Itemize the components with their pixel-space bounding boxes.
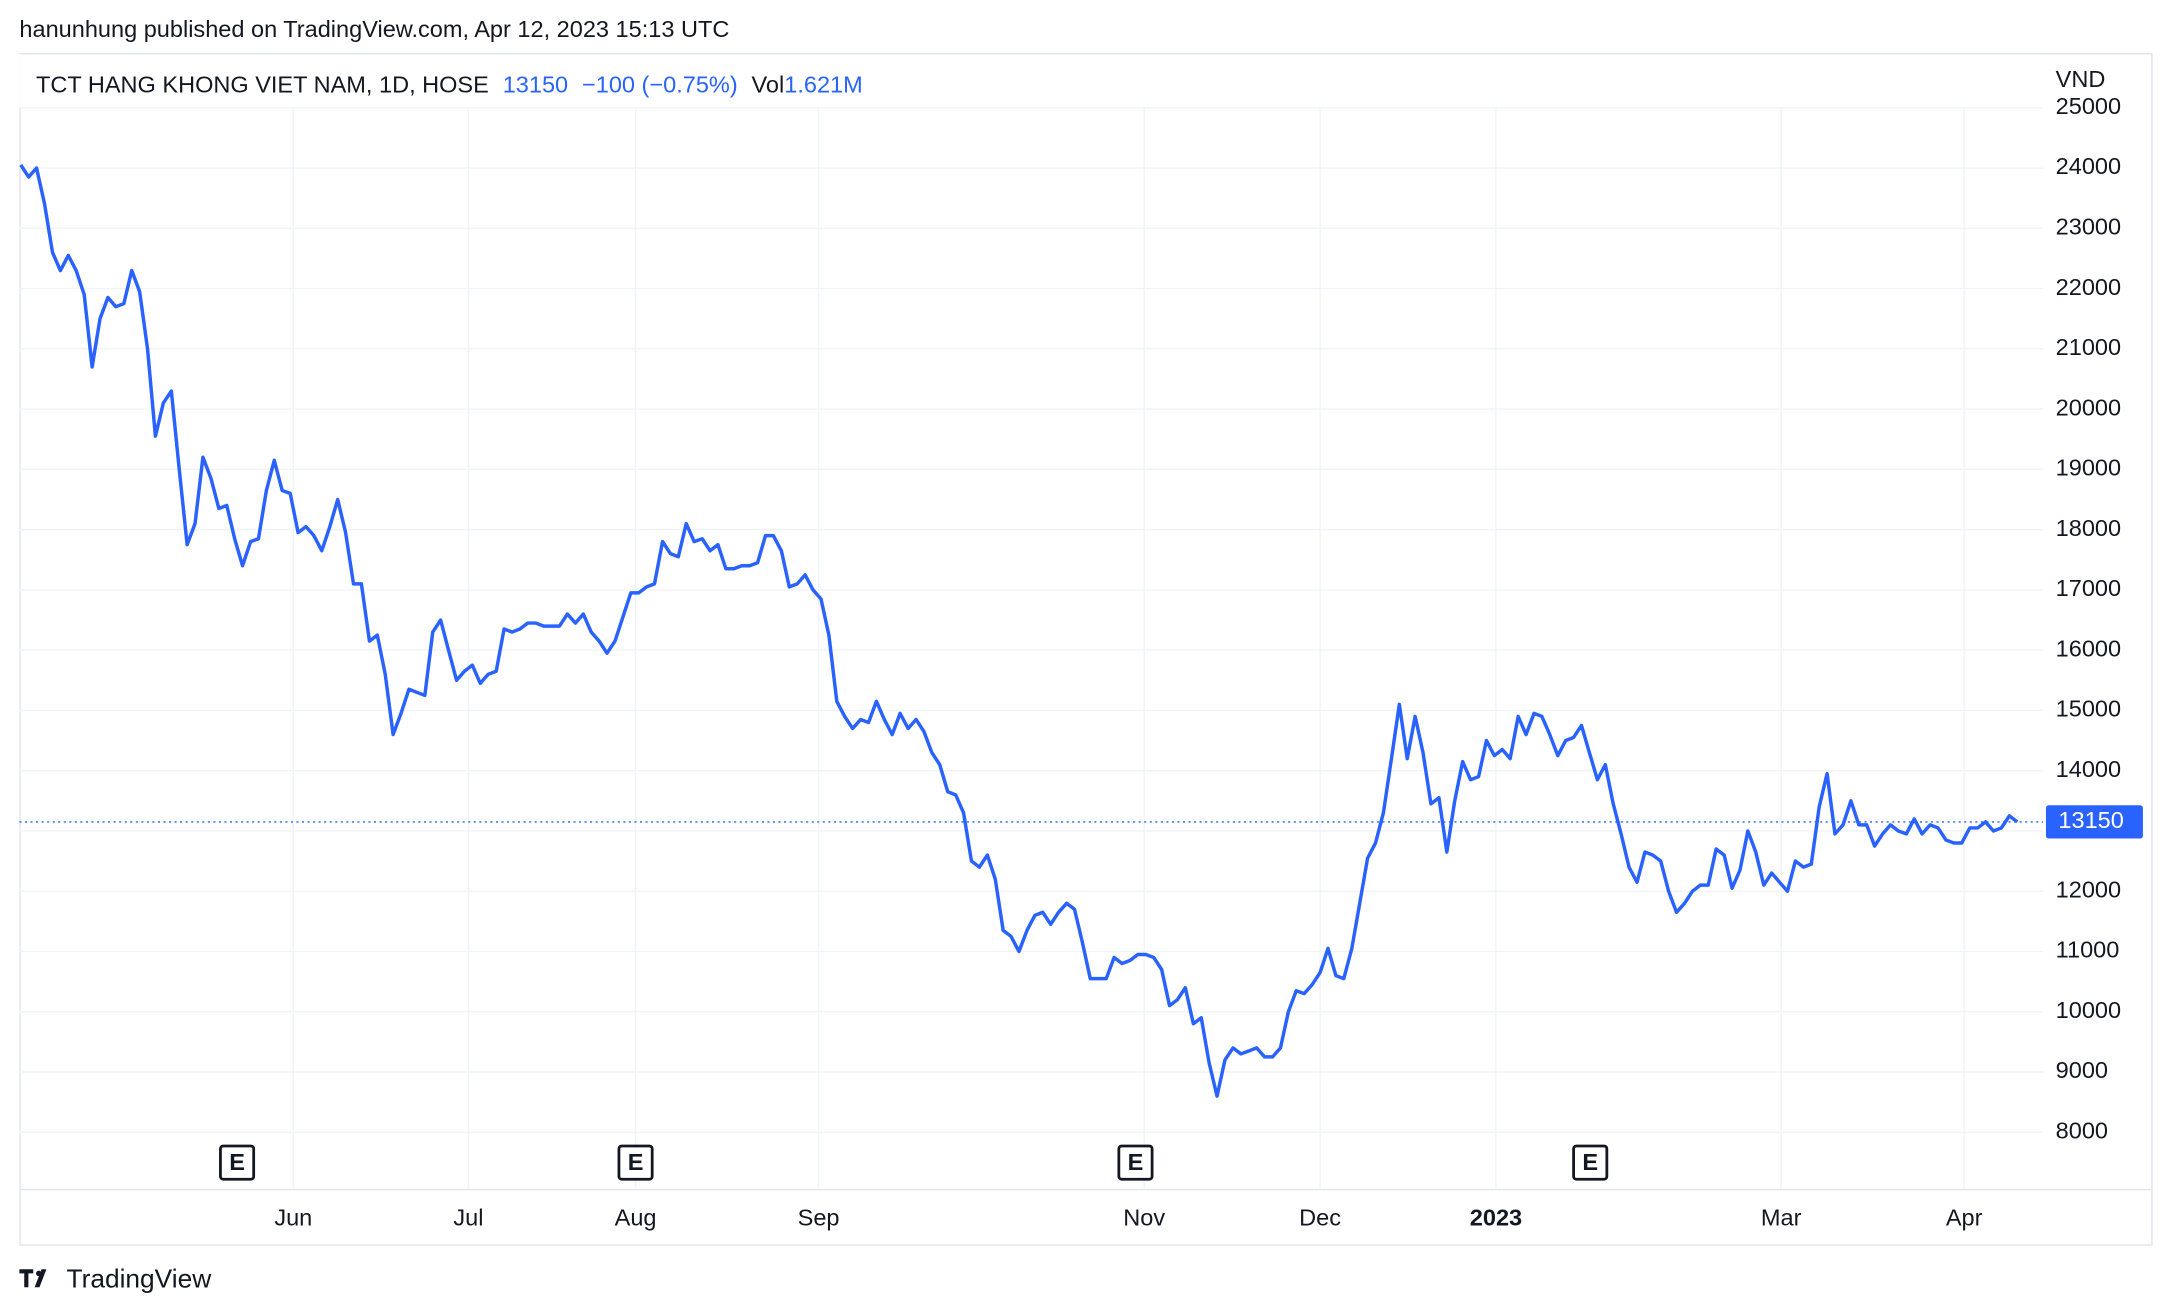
y-tick-label: 19000 <box>2056 455 2121 481</box>
y-tick-label: 24000 <box>2056 153 2121 179</box>
logo-icon <box>19 1269 47 1288</box>
x-tick-label: Mar <box>1761 1205 1802 1231</box>
price-line <box>19 164 2019 1098</box>
x-tick-label: Sep <box>798 1205 840 1231</box>
y-tick-label: 14000 <box>2056 756 2121 782</box>
x-tick-label: Aug <box>615 1205 657 1231</box>
earnings-box <box>617 1144 654 1181</box>
earnings-box <box>1572 1144 1609 1181</box>
x-tick-label: Nov <box>1123 1205 1165 1231</box>
logo-dot <box>36 1270 42 1277</box>
plot: 13150 E E E E <box>19 164 2143 1181</box>
x-tick-label: 2023 <box>1470 1205 1522 1231</box>
last: 13150 <box>503 72 568 98</box>
change: −100 (−0.75%) <box>582 72 738 98</box>
x-tick-label: Apr <box>1946 1205 1983 1231</box>
y-tick-label: 25000 <box>2056 93 2121 119</box>
vol-label: Vol <box>752 72 785 98</box>
last-price-label: 13150 <box>2058 807 2123 833</box>
earnings-box <box>219 1144 256 1181</box>
logo: TradingView <box>19 1263 212 1293</box>
frame <box>19 53 2153 1246</box>
symbol: TCT HANG KHONG VIET NAM, 1D, HOSE 13150 −1… <box>36 72 863 98</box>
volume: 1.621M <box>784 72 863 98</box>
earnings-label: E <box>1128 1149 1144 1175</box>
y-tick-label: 17000 <box>2056 575 2121 601</box>
currency: VND <box>2056 66 2106 92</box>
y-tick-label: 21000 <box>2056 334 2121 360</box>
y-tick-label: 12000 <box>2056 876 2121 902</box>
last-price-tag <box>2045 805 2143 839</box>
logo-text: TradingView <box>66 1263 212 1293</box>
y-tick-label: 18000 <box>2056 515 2121 541</box>
y-tick-label: 8000 <box>2056 1117 2108 1143</box>
earnings-label: E <box>229 1149 245 1175</box>
y-tick-label: 15000 <box>2056 696 2121 722</box>
y-tick-label: 11000 <box>2056 937 2120 963</box>
x-tick-label: Jun <box>274 1205 312 1231</box>
y-tick-label: 20000 <box>2056 394 2121 420</box>
y-tick-label: 22000 <box>2056 274 2121 300</box>
x-tick-label: Dec <box>1299 1205 1341 1231</box>
earnings-box <box>1117 1144 1154 1181</box>
y-tick-label: 16000 <box>2056 635 2121 661</box>
symbol-title: TCT HANG KHONG VIET NAM, 1D, HOSE <box>36 72 489 98</box>
x-tick-label: Jul <box>453 1205 483 1231</box>
earnings-label: E <box>628 1149 644 1175</box>
earnings-label: E <box>1582 1149 1598 1175</box>
legend-bg <box>19 54 2044 108</box>
y-tick-label: 9000 <box>2056 1057 2108 1083</box>
publisher: hanunhung published on TradingView.com, … <box>19 16 729 42</box>
y-tick-label: 10000 <box>2056 997 2121 1023</box>
y-tick-label: 23000 <box>2056 214 2121 240</box>
